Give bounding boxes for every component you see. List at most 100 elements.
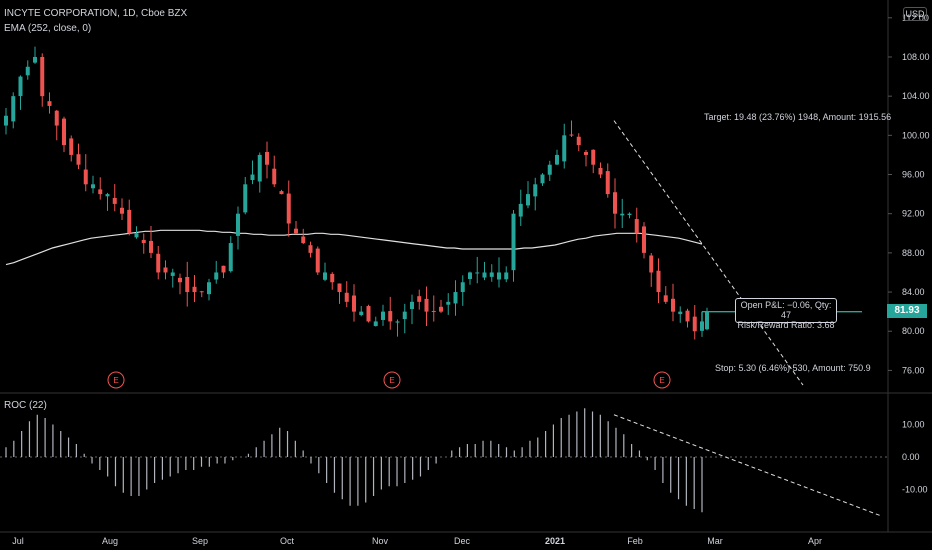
stop-label[interactable]: Stop: 5.30 (6.46%) 530, Amount: 750.9 — [715, 363, 871, 373]
candle-body — [424, 298, 429, 312]
candle-body — [620, 213, 625, 216]
earnings-marker — [383, 371, 401, 389]
candle-body — [265, 152, 269, 165]
candle-body — [185, 276, 190, 293]
earnings-marker-label: E — [659, 376, 664, 385]
candle-body — [417, 296, 422, 302]
price-axis[interactable]: 112.00 108.00 104.00 100.00 96.00 92.00 88.00 8… — [888, 13, 930, 495]
earnings-marker — [653, 371, 671, 389]
target-label[interactable]: Target: 19.48 (23.76%) 1948, Amount: 191… — [704, 112, 892, 122]
candle-body — [359, 311, 364, 316]
candle-body — [286, 193, 291, 224]
candle-body — [228, 243, 233, 272]
time-tick-label: Feb — [627, 536, 643, 546]
ema-legend[interactable]: EMA (252, close, 0) — [4, 23, 92, 34]
candle-body — [134, 233, 139, 238]
candle-body — [366, 306, 371, 322]
candles — [4, 46, 709, 340]
candle-body — [91, 184, 95, 189]
candle-body — [62, 118, 66, 146]
candle-body — [11, 96, 16, 122]
candle-body — [76, 154, 81, 165]
grid — [0, 0, 932, 533]
candle-body — [692, 316, 697, 332]
candle-body — [613, 192, 617, 214]
price-tick-label: 92.00 — [902, 209, 925, 219]
candle-body — [634, 219, 639, 234]
candle-body — [453, 292, 458, 304]
candle-body — [272, 168, 277, 185]
candle-body — [352, 295, 356, 312]
candle-body — [120, 207, 124, 214]
candle-body — [562, 135, 567, 162]
roc-tick-label: 10.00 — [902, 420, 925, 430]
price-tick-label: 108.00 — [902, 52, 930, 62]
time-tick-label: Apr — [808, 536, 822, 546]
roc-legend[interactable]: ROC (22) — [4, 400, 47, 411]
roc-tick-label: 0.00 — [902, 452, 920, 462]
candle-body — [584, 152, 588, 155]
candle-body — [460, 282, 465, 293]
candle-body — [511, 213, 516, 271]
candle-body — [18, 76, 23, 97]
time-tick-label: Sep — [192, 536, 208, 546]
candle-body — [533, 184, 538, 197]
candle-body — [323, 272, 327, 280]
candle-body — [156, 253, 161, 273]
candle-body — [482, 272, 487, 278]
earnings-marker-label: E — [113, 376, 118, 385]
candle-body — [642, 226, 646, 253]
candle-body — [163, 267, 168, 273]
candle-body — [705, 311, 709, 330]
candle-body — [663, 295, 668, 302]
last-price-tag: 81.93 — [887, 304, 927, 318]
candle-body — [141, 239, 146, 244]
ema-line — [5, 229, 703, 266]
price-tick-label: 104.00 — [902, 91, 930, 101]
candle-body — [547, 164, 552, 175]
risk-reward-text: Risk/Reward Ratio: 3.68 — [737, 320, 835, 330]
time-tick-label: Nov — [372, 536, 389, 546]
candle-body — [257, 154, 262, 182]
candle-body — [4, 115, 8, 126]
time-tick-label: Dec — [454, 536, 471, 546]
position-info-box[interactable]: Open P&L: −0.06, Qty: 47 Risk/Reward Rat… — [735, 298, 837, 330]
candle-body — [439, 306, 443, 312]
candle-body — [221, 265, 226, 273]
roc-tick-label: -10.00 — [902, 485, 928, 495]
candle-body — [127, 209, 132, 234]
candle-body — [170, 272, 175, 276]
candle-body — [47, 101, 52, 106]
time-axis[interactable]: Jul Aug Sep Oct Nov Dec 2021 Feb Mar Apr — [12, 536, 822, 546]
candle-body — [105, 194, 110, 197]
price-tick-label: 84.00 — [902, 287, 925, 297]
candle-body — [540, 174, 545, 184]
candle-body — [497, 272, 501, 280]
candle-body — [199, 291, 204, 293]
candle-body — [98, 189, 103, 195]
price-tick-label: 76.00 — [902, 365, 925, 375]
candle-body — [330, 273, 335, 283]
candle-body — [649, 255, 654, 273]
candle-body — [576, 136, 581, 146]
currency-button[interactable]: USD — [903, 7, 927, 21]
candle-body — [526, 194, 530, 206]
candle-body — [504, 272, 509, 280]
candle-body — [489, 272, 494, 277]
trend-line-roc — [613, 414, 881, 516]
candle-body — [627, 213, 632, 215]
earnings-marker-label: E — [389, 376, 394, 385]
candle-body — [301, 236, 306, 244]
candle-body — [69, 138, 74, 155]
candle-body — [112, 197, 117, 204]
candle-body — [337, 283, 342, 293]
candle-body — [402, 311, 407, 320]
candle-body — [569, 134, 574, 136]
candle-body — [446, 301, 451, 305]
candle-body — [149, 240, 153, 253]
ema-path — [5, 229, 703, 266]
candle-body — [598, 167, 603, 175]
price-tick-label: 80.00 — [902, 326, 925, 336]
candle-body — [468, 272, 472, 279]
